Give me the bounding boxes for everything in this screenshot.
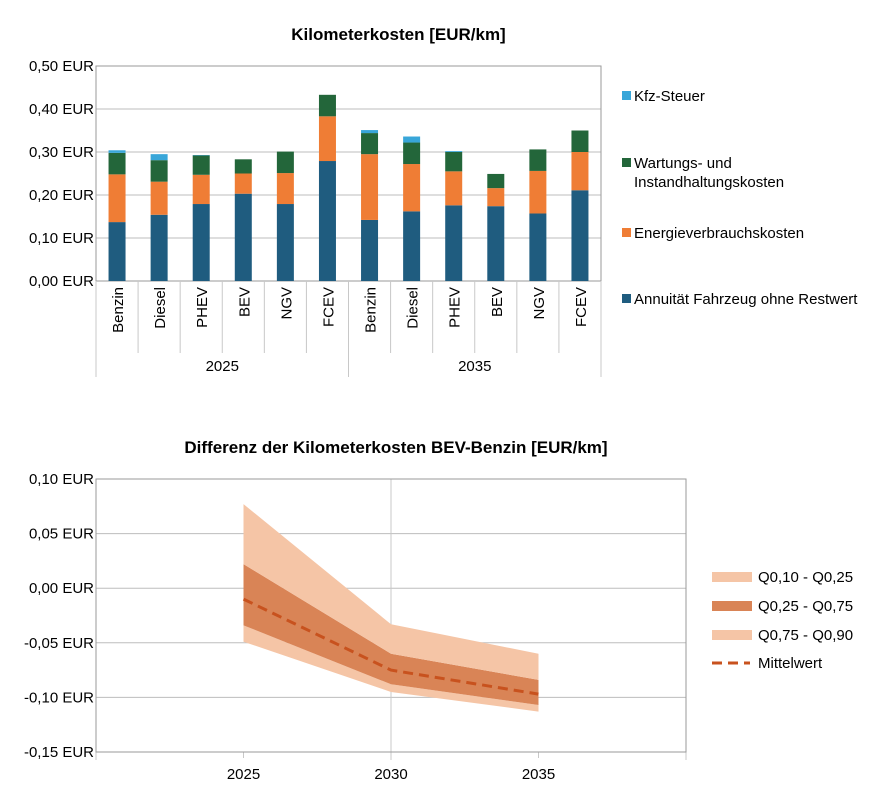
y-tick-label: 0,50 EUR [29,58,94,75]
y-tick-label: 0,10 EUR [29,471,94,488]
bar-segment [276,151,294,174]
category-label: FCEV [320,287,337,327]
bar-segment [108,174,126,223]
bar-segment [361,130,379,134]
bar-segment [192,174,210,205]
category-label: NGV [278,287,295,320]
differenz-chart: Differenz der Kilometerkosten BEV-Benzin… [24,438,853,783]
y-tick-label: 0,00 EUR [29,273,94,290]
x-tick-label: 2030 [374,766,407,783]
bar-segment [445,151,463,152]
category-label: NGV [531,287,548,320]
category-label: BEV [489,287,506,317]
bar-segment [276,204,294,281]
legend-swatch [622,228,631,237]
quantile-band [243,625,539,712]
bar-segment [445,205,463,281]
bar-segment [150,154,168,161]
bar-segment [318,94,336,117]
legend-label: Q0,75 - Q0,90 [758,627,853,644]
chart-title: Differenz der Kilometerkosten BEV-Benzin… [184,438,607,457]
bar-segment [318,116,336,162]
legend-label: Wartungs- und [634,155,732,172]
bar-segment [487,173,505,189]
category-label: Diesel [152,287,169,329]
plot-area [95,65,602,282]
y-tick-label: -0,05 EUR [24,635,94,652]
bar-segment [445,152,463,172]
bar-segment [571,152,589,191]
y-tick-label: -0,10 EUR [24,689,94,706]
bar-segment [150,214,168,281]
bar-segment [108,222,126,281]
bar-segment [529,213,547,281]
quantile-band [243,564,539,706]
bar-segment [487,206,505,281]
bar-segment [445,171,463,206]
bar-segment [150,181,168,215]
legend-label: Q0,10 - Q0,25 [758,569,853,586]
bar-segment [318,161,336,281]
category-label: Diesel [405,287,422,329]
legend-label: Mittelwert [758,655,823,672]
bar-segment [192,204,210,281]
legend-label: Q0,25 - Q0,75 [758,598,853,615]
group-label: 2035 [458,358,491,375]
bar-segment [192,155,210,175]
category-label: PHEV [447,287,464,328]
bar-segment [234,159,252,174]
bar-segment [361,154,379,220]
legend-swatch [712,572,752,582]
y-tick-label: 0,10 EUR [29,230,94,247]
kilometerkosten-chart: Kilometerkosten [EUR/km] 0,00 EUR 0,10 EUR… [29,25,858,377]
legend-swatch [622,158,631,167]
bar-segment [487,188,505,207]
category-label: PHEV [194,287,211,328]
bar-segment [150,160,168,182]
y-tick-label: 0,30 EUR [29,144,94,161]
y-tick-label: 0,05 EUR [29,526,94,543]
bar-segment [108,152,126,175]
legend-label: Annuität Fahrzeug ohne Restwert [634,291,858,308]
bar-segment [234,173,252,194]
x-tick-label: 2035 [522,766,555,783]
category-label: Benzin [110,287,127,333]
category-label: BEV [236,287,253,317]
bar-segment [403,211,421,281]
legend-swatch [712,630,752,640]
bar-segment [108,150,126,153]
legend-label: Instandhaltungskosten [634,174,784,191]
bar-segment [571,190,589,281]
legend-label: Kfz-Steuer [634,88,705,105]
bar-segment [529,170,547,214]
group-label: 2025 [206,358,239,375]
legend-swatch [622,294,631,303]
mean-line [242,597,539,696]
y-tick-label: -0,15 EUR [24,744,94,761]
bar-segment [403,164,421,212]
bar-segment [571,130,589,152]
bar-segment [276,173,294,205]
bar-segment [361,219,379,281]
bar-segment [403,142,421,165]
plot-area [95,478,687,753]
chart-title: Kilometerkosten [EUR/km] [291,25,505,44]
legend-swatch [712,601,752,611]
category-label: Benzin [363,287,380,333]
bar-segment [529,149,547,171]
legend-label: Energieverbrauchskosten [634,225,804,242]
y-tick-label: 0,40 EUR [29,101,94,118]
bar-segment [361,133,379,155]
quantile-band [243,504,539,680]
y-tick-label: 0,00 EUR [29,580,94,597]
bar-segment [234,193,252,281]
bar-segment [403,136,421,143]
category-label: FCEV [573,287,590,327]
y-tick-label: 0,20 EUR [29,187,94,204]
legend-swatch [622,91,631,100]
x-tick-label: 2025 [227,766,260,783]
